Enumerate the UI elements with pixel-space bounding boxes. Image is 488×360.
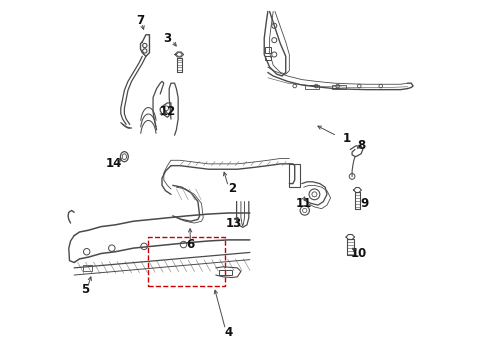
Text: 14: 14 — [105, 157, 122, 170]
Text: 4: 4 — [224, 326, 232, 339]
Bar — [264, 47, 271, 53]
Bar — [264, 55, 271, 60]
Bar — [219, 270, 231, 275]
Text: 13: 13 — [225, 216, 242, 230]
Text: 10: 10 — [350, 247, 366, 260]
Bar — [289, 164, 300, 187]
Text: 3: 3 — [163, 32, 171, 45]
Bar — [83, 265, 92, 271]
Text: 2: 2 — [227, 183, 236, 195]
Text: 6: 6 — [186, 238, 194, 251]
Bar — [332, 85, 346, 89]
Text: 12: 12 — [159, 105, 175, 118]
Bar — [147, 237, 224, 286]
Bar — [305, 85, 319, 89]
Text: 9: 9 — [360, 197, 368, 210]
Text: 8: 8 — [356, 139, 365, 152]
Text: 7: 7 — [136, 14, 144, 27]
Text: 5: 5 — [81, 283, 89, 296]
Text: 11: 11 — [295, 197, 311, 210]
Text: 1: 1 — [342, 132, 350, 145]
